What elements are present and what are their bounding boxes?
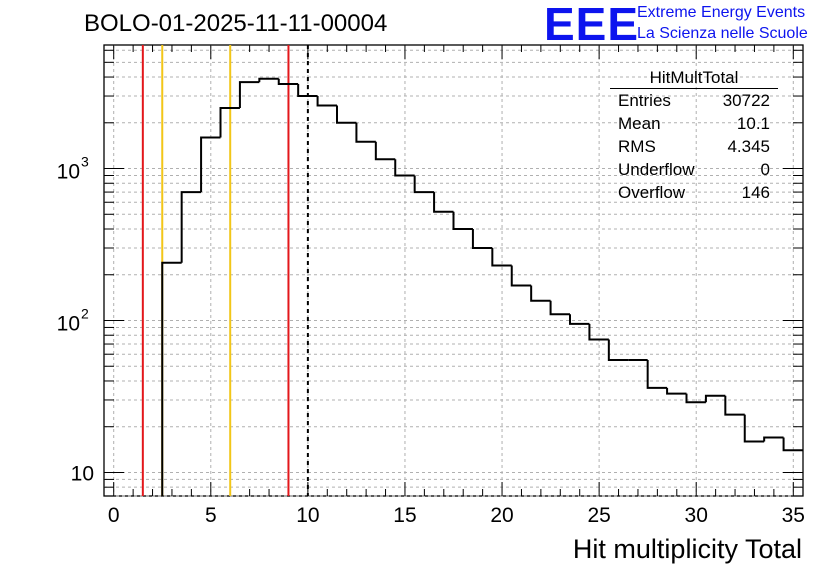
histogram-bin [743, 414, 765, 443]
histogram-bin [336, 105, 357, 124]
stat-label: Underflow [618, 160, 695, 179]
stat-label: Entries [618, 91, 671, 110]
histogram-bin [666, 387, 687, 395]
logo-line-1: Extreme Energy Events [637, 4, 806, 21]
histogram-bin [200, 136, 221, 193]
histogram-bin [355, 122, 376, 143]
y-tick-label: 10 [57, 312, 80, 335]
marker-lines [141, 45, 309, 496]
histogram-bin [180, 191, 202, 263]
histogram-bin [704, 394, 726, 403]
chart-title: BOLO-01-2025-11-11-00004 [84, 10, 388, 37]
histogram-bin [646, 359, 668, 389]
stat-value: 4.345 [727, 137, 770, 156]
y-tick-exponent: 3 [81, 154, 89, 170]
x-tick-label: 35 [782, 504, 805, 527]
stat-row-overflow: Overflow 146 [610, 181, 778, 204]
histogram-bin [685, 393, 706, 404]
histogram-bin [452, 211, 473, 231]
logo-line-2: La Scienza nelle Scuole [637, 25, 808, 42]
stat-row-underflow: Underflow 0 [610, 158, 778, 181]
histogram-bin [258, 77, 279, 83]
stat-row-entries: Entries 30722 [610, 89, 778, 112]
x-tick-label: 0 [108, 504, 120, 527]
stat-row-mean: Mean 10.1 [610, 112, 778, 135]
stats-box: HitMultTotal Entries 30722 Mean 10.1 RMS… [610, 68, 778, 204]
stat-row-rms: RMS 4.345 [610, 135, 778, 158]
histogram-bin [433, 192, 454, 213]
histogram-bin [588, 323, 609, 341]
stat-value: 30722 [722, 91, 770, 110]
histogram-bin [238, 81, 260, 109]
histogram-bin [763, 436, 784, 442]
stat-value: 146 [741, 183, 770, 202]
stat-label: Overflow [618, 183, 686, 202]
histogram-bin [510, 265, 532, 287]
histogram-bin [277, 78, 299, 85]
histogram-bin [607, 339, 629, 361]
histogram-bin [316, 96, 337, 107]
histogram-bin [374, 141, 396, 161]
x-axis-label: Hit multiplicity Total [572, 534, 802, 564]
histogram-bins [161, 77, 803, 496]
y-tick-exponent: 2 [81, 305, 89, 321]
stat-value: 0 [760, 160, 770, 179]
histogram-bin [161, 261, 182, 496]
x-tick-label: 15 [393, 504, 416, 527]
stat-label: RMS [618, 137, 656, 156]
x-tick-label: 10 [296, 504, 319, 527]
x-tick-label: 30 [685, 504, 708, 527]
x-tick-labels: 0 5 10 15 20 25 30 35 [108, 504, 805, 527]
histogram-bin [471, 229, 493, 249]
histogram-bin [569, 314, 590, 325]
x-tick-label: 5 [205, 504, 217, 527]
histogram-bin [219, 107, 240, 138]
histogram-bin [530, 285, 551, 302]
stat-value: 10.1 [736, 114, 770, 133]
histogram-bin [549, 300, 570, 316]
x-tick-label: 20 [490, 504, 513, 527]
grid-lines [104, 45, 803, 497]
histogram-bin [413, 175, 435, 194]
histogram-bin [724, 395, 745, 416]
stats-title: HitMultTotal [610, 68, 778, 89]
eee-logo: EEE [544, 0, 640, 50]
stat-label: Mean [618, 114, 661, 133]
y-tick-label: 10 [71, 462, 94, 485]
histogram-bin [491, 247, 512, 267]
histogram-bin [394, 159, 415, 177]
x-tick-label: 25 [587, 504, 610, 527]
histogram-bin [782, 437, 803, 452]
histogram-bin [297, 83, 318, 98]
y-tick-label: 10 [57, 161, 80, 184]
axis-ticks [104, 45, 803, 497]
